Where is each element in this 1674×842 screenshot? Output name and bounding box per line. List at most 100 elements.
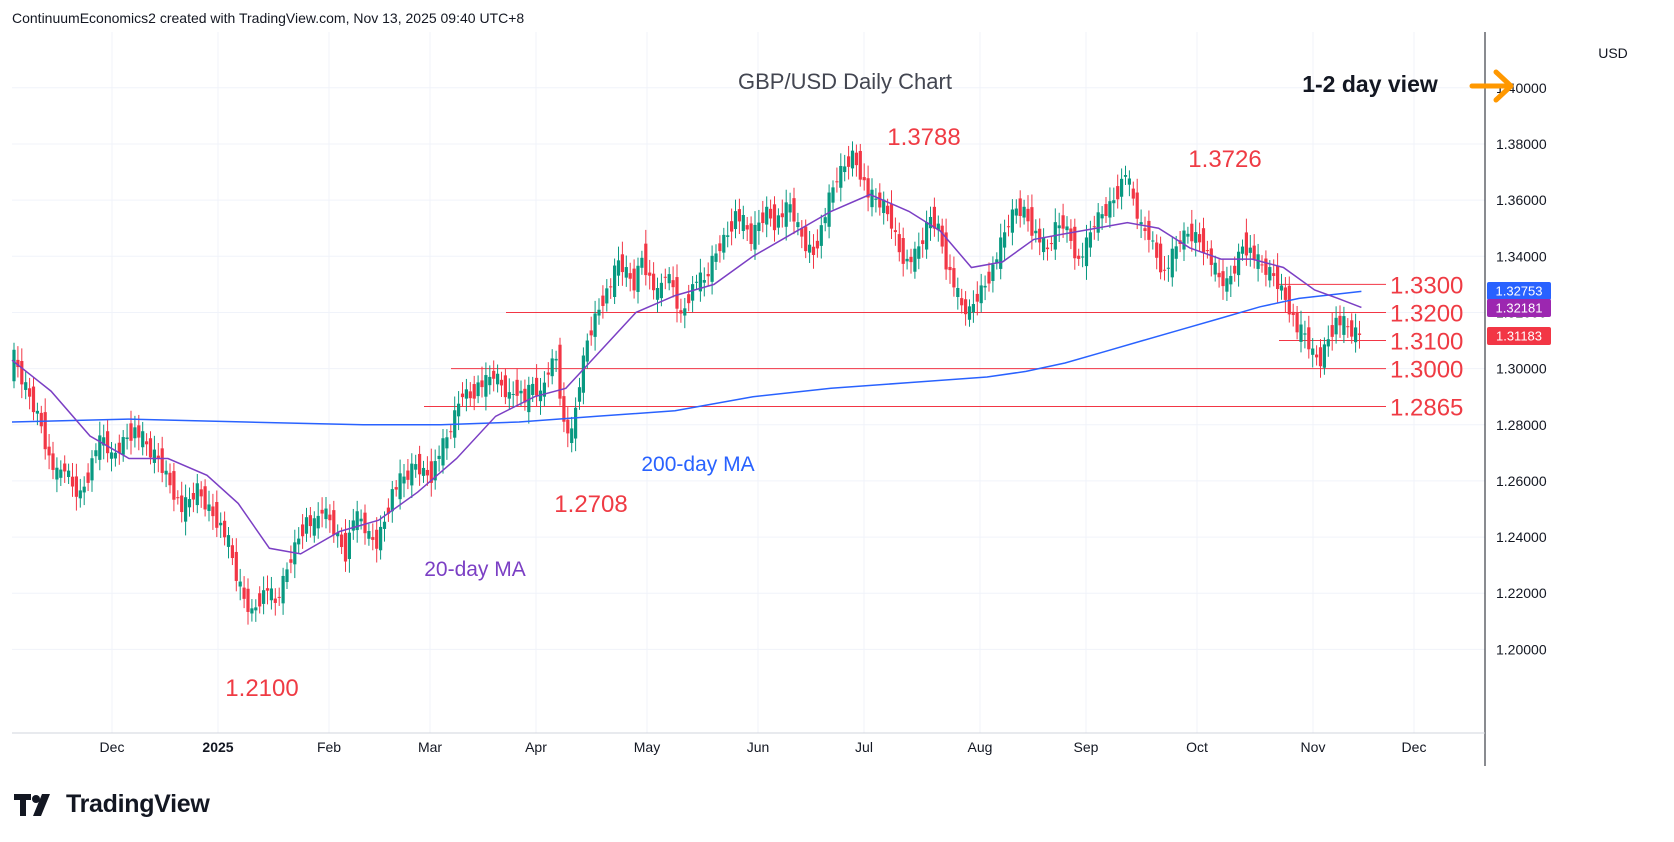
candle-body — [63, 463, 67, 472]
candle-body — [886, 205, 890, 215]
candle-body — [1088, 232, 1092, 248]
candle-body — [223, 520, 227, 538]
candle-body — [1299, 324, 1303, 342]
candle-body — [437, 455, 441, 460]
candle-body — [1006, 226, 1011, 228]
candle-body — [359, 518, 363, 522]
candle-body — [1342, 316, 1346, 335]
candle-body — [1283, 287, 1287, 300]
candle-body — [172, 471, 176, 500]
candle-body — [1303, 333, 1307, 335]
candle-body — [850, 150, 855, 169]
candle-body — [960, 298, 964, 306]
candle-body — [246, 588, 250, 612]
candle-body — [433, 461, 437, 481]
candle-body — [102, 437, 106, 446]
view-label: 1-2 day view — [1302, 71, 1438, 97]
candle-body — [679, 310, 683, 314]
y-tick-label: 1.36000 — [1496, 192, 1547, 208]
candle-body — [1166, 267, 1170, 269]
candle-body — [1170, 248, 1174, 278]
candle-body — [691, 284, 695, 301]
candle-body — [265, 588, 270, 591]
candle-body — [581, 355, 585, 393]
candle-body — [1194, 232, 1198, 243]
candle-body — [577, 387, 582, 402]
candle-body — [1326, 339, 1330, 347]
y-tick-label: 1.22000 — [1496, 585, 1547, 601]
y-tick-label: 1.26000 — [1496, 473, 1547, 489]
candle-body — [340, 534, 344, 548]
candle-body — [418, 453, 422, 475]
candle-body — [187, 499, 192, 508]
candle-body — [1350, 320, 1354, 337]
candle-body — [375, 529, 379, 549]
candle-body — [975, 293, 979, 302]
candle-body — [503, 375, 507, 398]
brand-name: TradingView — [66, 790, 210, 818]
candle-body — [765, 206, 769, 225]
y-tick-label: 1.34000 — [1496, 248, 1547, 264]
candle-body — [67, 470, 71, 477]
candle-body — [199, 489, 203, 497]
candle-body — [496, 373, 500, 385]
tradingview-logo[interactable]: TradingView — [14, 790, 210, 819]
candle-body — [460, 393, 465, 398]
candle-body — [1116, 186, 1120, 200]
candle-body — [878, 192, 882, 208]
candle-body — [184, 497, 188, 522]
candle-body — [78, 490, 82, 499]
candle-body — [1252, 245, 1256, 260]
candle-body — [827, 192, 831, 227]
candle-body — [141, 431, 145, 448]
candle-body — [312, 518, 316, 536]
candle-body — [230, 545, 234, 559]
candle-body — [203, 486, 207, 510]
candle-body — [722, 234, 726, 253]
candle-body — [59, 469, 63, 478]
candle-body — [336, 532, 340, 537]
price-badges: 1.32753 1.32181 1.31183 — [1487, 282, 1551, 345]
candle-body — [1100, 214, 1104, 219]
candle-body — [1034, 230, 1038, 234]
candle-body — [511, 393, 515, 395]
candle-body — [1038, 228, 1042, 243]
x-tick-label: Feb — [317, 739, 341, 755]
candle-body — [1268, 267, 1272, 281]
candle-body — [106, 431, 110, 454]
candle-body — [402, 476, 406, 484]
candle-body — [507, 392, 511, 399]
candle-body — [445, 437, 449, 449]
candle-body — [1108, 201, 1112, 218]
candle-body — [320, 509, 324, 514]
candle-body — [928, 216, 933, 229]
candle-body — [1244, 232, 1248, 256]
candle-body — [347, 532, 351, 559]
candle-body — [152, 449, 156, 463]
candle-body — [893, 230, 897, 233]
chart-attribution: ContinuumEconomics2 created with Trading… — [12, 10, 525, 26]
candle-body — [570, 428, 574, 444]
candle-body — [1003, 232, 1007, 248]
level-label: 1.2865 — [1390, 395, 1463, 422]
candle-body — [441, 438, 445, 466]
candle-body — [316, 515, 320, 529]
candle-body — [979, 285, 983, 304]
candle-body — [219, 522, 223, 526]
candle-body — [554, 358, 558, 361]
y-tick-label: 1.20000 — [1496, 641, 1547, 657]
price-badge-bg — [1487, 327, 1551, 345]
x-tick-label: Oct — [1186, 739, 1208, 755]
candle-body — [925, 222, 929, 250]
candle-body — [234, 551, 238, 581]
candle-body — [831, 187, 835, 203]
candle-body — [1334, 317, 1338, 335]
candle-body — [160, 448, 164, 473]
candle-body — [145, 441, 149, 445]
candle-body — [948, 266, 952, 271]
candle-body — [148, 438, 153, 458]
candle-body — [43, 412, 47, 450]
candle-body — [917, 246, 921, 259]
x-tick-label: Nov — [1301, 739, 1326, 755]
